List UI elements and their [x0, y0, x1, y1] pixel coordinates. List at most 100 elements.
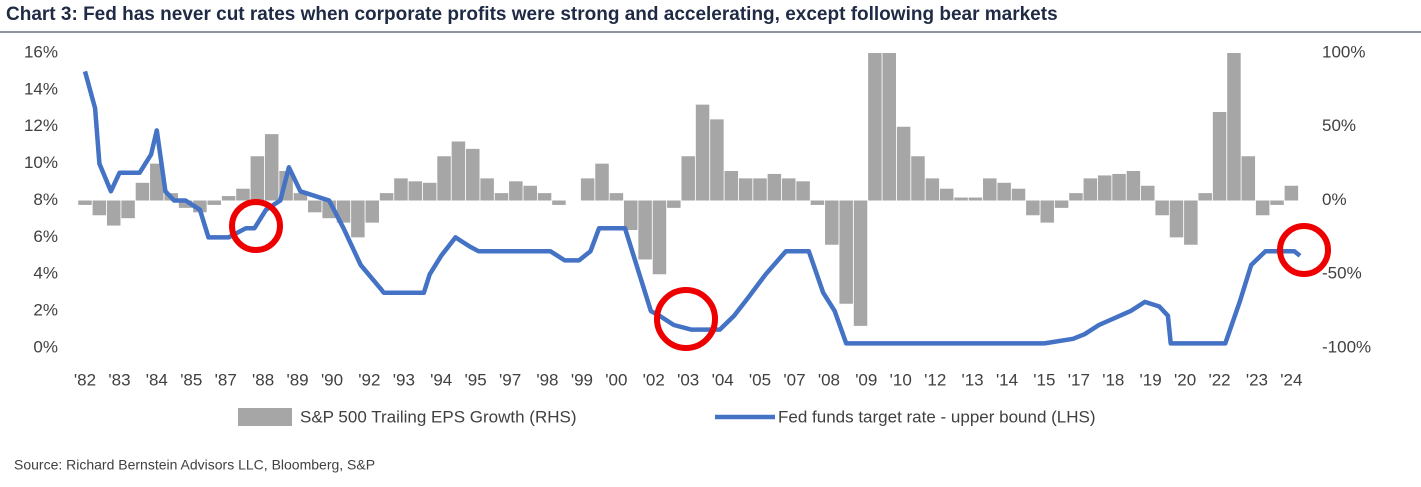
bar	[1054, 200, 1069, 208]
bar	[997, 182, 1011, 201]
x-tick-label: '10	[890, 370, 912, 389]
y-tick-label: 12%	[24, 116, 58, 135]
bar	[121, 200, 135, 219]
y-tick-label: 0%	[33, 337, 58, 356]
bar	[1126, 171, 1141, 201]
x-tick-label: '05	[749, 370, 771, 389]
highlight-circle	[1277, 223, 1331, 277]
y-tick-label: 6%	[33, 227, 58, 246]
legend-swatch	[238, 408, 292, 426]
x-tick-label: '20	[1174, 370, 1196, 389]
source-note: Source: Richard Bernstein Advisors LLC, …	[14, 457, 375, 473]
bar	[738, 178, 753, 201]
x-tick-label: '22	[1208, 370, 1230, 389]
x-tick-label: '12	[924, 370, 946, 389]
bar	[968, 197, 983, 201]
bar	[796, 181, 810, 201]
x-tick-label: '92	[358, 370, 380, 389]
x-tick-label: '04	[712, 370, 734, 389]
bar	[1155, 200, 1169, 216]
bar	[1011, 188, 1026, 201]
x-tick-label: '88	[252, 370, 274, 389]
bar	[408, 181, 423, 201]
bar	[394, 178, 408, 201]
bar	[681, 156, 695, 201]
x-tick-label: '17	[1068, 370, 1090, 389]
bar	[638, 200, 652, 260]
bar	[451, 141, 466, 201]
bar	[939, 188, 954, 201]
x-tick-label: '08	[818, 370, 840, 389]
bar	[595, 163, 609, 201]
bar	[1255, 200, 1270, 216]
bar	[207, 200, 222, 205]
bar	[710, 119, 724, 201]
bar	[1198, 193, 1212, 201]
bar	[1212, 112, 1227, 201]
bar	[1097, 175, 1112, 201]
x-tick-label: '24	[1280, 370, 1302, 389]
bar	[537, 193, 552, 201]
bar	[753, 178, 767, 201]
bar	[580, 178, 595, 201]
bar	[250, 156, 265, 201]
bar	[422, 182, 437, 201]
bar	[724, 171, 739, 201]
line	[82, 70, 1302, 346]
highlight-circle	[229, 199, 283, 253]
y2-tick-label: 50%	[1322, 116, 1356, 135]
x-tick-label: '07	[783, 370, 805, 389]
x-tick-label: '98	[536, 370, 558, 389]
bar	[853, 200, 868, 326]
y-tick-label: 8%	[33, 190, 58, 209]
bar	[652, 200, 667, 275]
bar	[494, 193, 509, 201]
bar	[78, 200, 92, 205]
x-tick-label: '93	[393, 370, 415, 389]
bar	[466, 148, 480, 201]
bar	[1040, 200, 1054, 223]
bar	[609, 193, 624, 201]
y-tick-label: 4%	[33, 264, 58, 283]
bar	[308, 200, 322, 213]
bar	[1083, 178, 1098, 201]
bar	[896, 126, 911, 201]
bar	[264, 134, 279, 201]
x-tick-label: '87	[215, 370, 237, 389]
bar	[178, 200, 193, 208]
bar	[92, 200, 107, 216]
x-tick-label: '03	[677, 370, 699, 389]
bar	[293, 193, 308, 201]
x-tick-label: '18	[1102, 370, 1124, 389]
x-tick-label: '15	[1033, 370, 1055, 389]
x-tick-label: '14	[996, 370, 1018, 389]
x-tick-label: '97	[499, 370, 521, 389]
bar	[954, 197, 968, 201]
bar	[882, 53, 897, 201]
x-tick-label: '89	[286, 370, 308, 389]
bar	[1069, 193, 1083, 201]
x-tick-label: '85	[180, 370, 202, 389]
y2-tick-label: -50%	[1322, 264, 1362, 283]
bar	[983, 178, 997, 201]
x-tick-label: '90	[321, 370, 343, 389]
bar	[767, 173, 782, 201]
bar	[868, 53, 882, 201]
x-tick-label: '99	[571, 370, 593, 389]
bar	[1141, 185, 1155, 201]
y2-tick-label: 100%	[1322, 42, 1365, 61]
bar	[1284, 185, 1299, 201]
bar	[509, 181, 523, 201]
x-tick-label: '84	[146, 370, 168, 389]
bar	[623, 200, 638, 230]
bar	[193, 200, 207, 213]
bar	[523, 185, 537, 201]
bar	[911, 156, 925, 201]
chart-title: Chart 3: Fed has never cut rates when co…	[6, 4, 1058, 25]
bar	[1270, 200, 1284, 205]
x-tick-label: '83	[108, 370, 130, 389]
y-tick-label: 16%	[24, 42, 58, 61]
bar	[1026, 200, 1040, 216]
bar	[351, 200, 365, 238]
x-tick-label: '82	[74, 370, 96, 389]
